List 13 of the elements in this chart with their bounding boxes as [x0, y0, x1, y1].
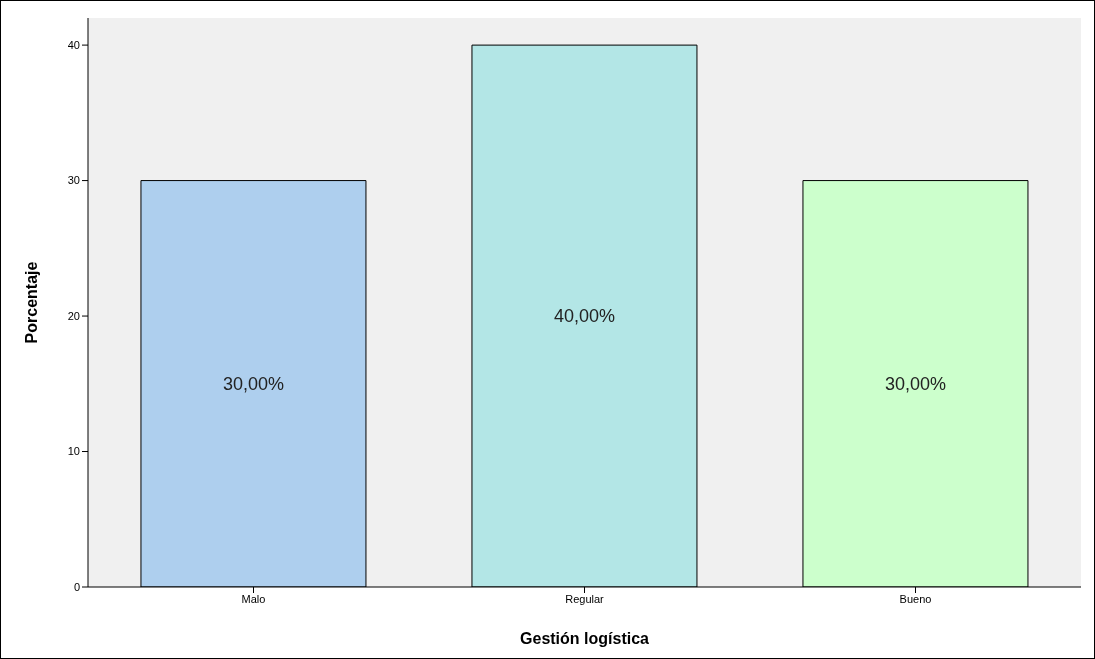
- data-label: 30,00%: [884, 374, 946, 395]
- y-tick-label: 0: [73, 580, 80, 593]
- x-tick-label: Malo: [241, 592, 266, 605]
- x-axis-title: Gestión logística: [520, 630, 650, 647]
- y-tick-label: 30: [67, 174, 80, 187]
- y-tick-label: 10: [67, 445, 80, 458]
- data-label: 30,00%: [222, 374, 284, 395]
- x-tick-label: Regular: [565, 592, 605, 605]
- x-tick-label: Bueno: [899, 592, 932, 605]
- y-axis-title: Porcentaje: [22, 261, 40, 344]
- data-label: 40,00%: [553, 306, 615, 327]
- y-tick-label: 40: [67, 39, 80, 51]
- y-tick-label: 20: [67, 309, 80, 322]
